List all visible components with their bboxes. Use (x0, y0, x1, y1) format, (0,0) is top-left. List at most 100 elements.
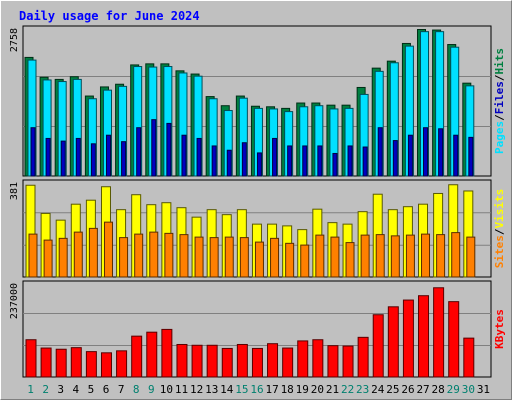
day-label: 21 (326, 383, 339, 396)
kbytes-bar (206, 344, 218, 378)
day-label: 4 (73, 383, 80, 396)
day-label: 22 (341, 383, 354, 396)
sites-bar (405, 234, 415, 278)
pages-bar (317, 145, 323, 177)
ylabel-separator: / (493, 228, 506, 235)
sites-bar (375, 234, 385, 278)
day-label: 30 (462, 383, 475, 396)
sites-bar (466, 236, 476, 278)
kbytes-bar (40, 347, 52, 378)
pages-bar (468, 136, 474, 177)
sites-bar (390, 235, 400, 278)
pages-bar (453, 134, 459, 177)
ylabel-hits: Hits (493, 48, 506, 75)
kbytes-bar (402, 299, 414, 378)
sites-bar (164, 232, 174, 278)
kbytes-bar (85, 351, 97, 378)
kbytes-bar (176, 343, 188, 378)
sites-bar (254, 241, 264, 278)
day-label: 6 (103, 383, 110, 396)
day-label: 8 (133, 383, 140, 396)
day-label: 5 (88, 383, 95, 396)
sites-bar (28, 233, 38, 278)
sites-bar (194, 236, 204, 278)
kbytes-bar (372, 314, 384, 378)
panel-3-ylabel: KBytes (493, 309, 506, 349)
ylabel-separator: / (493, 74, 506, 81)
kbytes-bar (221, 347, 233, 378)
day-label: 29 (447, 383, 460, 396)
sites-bar (43, 239, 53, 278)
sites-bar (330, 236, 340, 278)
sites-bar (119, 237, 129, 278)
pages-bar (75, 137, 81, 177)
pages-bar (226, 149, 232, 177)
day-label: 2 (42, 383, 49, 396)
pages-bar (211, 145, 217, 177)
day-label: 13 (205, 383, 218, 396)
pages-bar (256, 152, 262, 177)
kbytes-bar (191, 344, 203, 378)
panel-1-max-label: 2758 (9, 28, 20, 52)
pages-bar (196, 137, 202, 177)
kbytes-bar (100, 352, 112, 378)
kbytes-bar (70, 347, 82, 378)
day-label: 23 (356, 383, 369, 396)
ylabel-separator: / (493, 114, 506, 121)
panel-2-max-label: 381 (9, 182, 20, 200)
ylabel-kbytes: KBytes (493, 309, 506, 349)
sites-bar (315, 234, 325, 278)
ylabel-visits: Visits (493, 189, 506, 229)
kbytes-bar (312, 339, 324, 378)
day-label: 1 (27, 383, 34, 396)
day-label: 10 (160, 383, 173, 396)
day-label: 14 (220, 383, 234, 396)
pages-bar (362, 146, 368, 177)
kbytes-bar (236, 343, 248, 378)
panel-1-ylabel: Pages/Files/Hits (493, 48, 506, 154)
ylabel-pages: Pages (493, 121, 506, 154)
sites-bar (103, 221, 113, 278)
panel-2-ylabel: Sites/Visits (493, 189, 506, 269)
day-label: 15 (235, 383, 248, 396)
day-label: 28 (432, 383, 445, 396)
kbytes-bar (463, 337, 475, 378)
sites-bar (451, 232, 461, 278)
day-label: 20 (311, 383, 324, 396)
day-label: 17 (265, 383, 278, 396)
pages-bar (377, 127, 383, 177)
sites-bar (58, 237, 68, 278)
kbytes-bar (267, 343, 279, 378)
day-label: 16 (250, 383, 263, 396)
kbytes-bar (418, 295, 430, 378)
pages-bar (151, 119, 157, 177)
sites-bar (209, 237, 219, 278)
kbytes-bar (433, 287, 445, 378)
pages-bar (166, 122, 172, 177)
panel-3-max-label: 237000 (9, 283, 20, 319)
day-label: 31 (477, 383, 490, 396)
sites-bar (149, 231, 159, 278)
pages-bar (105, 134, 111, 177)
sites-bar (134, 233, 144, 278)
kbytes-bar (282, 347, 294, 378)
pages-bar (136, 127, 142, 177)
pages-bar (121, 141, 127, 177)
pages-bar (332, 152, 338, 177)
pages-bar (272, 137, 278, 177)
sites-bar (179, 234, 189, 278)
day-label: 11 (175, 383, 188, 396)
day-label: 24 (371, 383, 385, 396)
day-label: 18 (281, 383, 294, 396)
kbytes-bar (342, 345, 354, 378)
pages-bar (90, 143, 96, 177)
day-label: 26 (401, 383, 414, 396)
chart-title: Daily usage for June 2024 (19, 9, 200, 23)
pages-bar (302, 145, 308, 177)
pages-bar (407, 134, 413, 177)
kbytes-bar (161, 328, 173, 378)
sites-bar (421, 233, 431, 278)
sites-bar (224, 236, 234, 278)
pages-bar (181, 134, 187, 177)
